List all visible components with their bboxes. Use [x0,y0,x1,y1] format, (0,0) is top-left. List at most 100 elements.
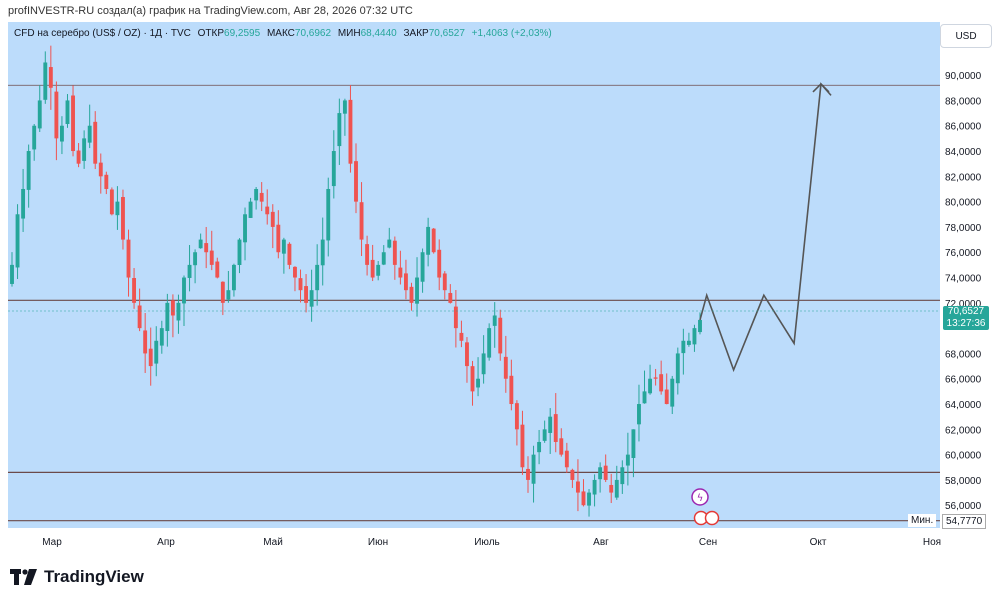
time-axis: Мар Апр Май Июн Июль Авг Сен Окт Ноя [42,537,941,548]
candle-body [476,378,481,388]
candle-body [365,244,370,265]
candle-body [65,100,70,124]
candle-body [248,201,253,218]
candle-body [98,162,103,177]
candle-body [109,189,114,215]
candle-body [542,429,547,441]
candle-body [170,300,175,316]
candle-body [581,491,586,506]
candle-body [182,277,186,304]
candle-body [564,450,569,468]
open-label: ОТКР [197,28,225,39]
candle-body [614,479,619,498]
candle-body [531,454,536,484]
candle-body [15,214,20,268]
candle-body [381,252,386,265]
event-icons[interactable]: ϟ [691,488,720,526]
lightning-event-icon[interactable] [691,488,709,506]
plot-background [8,22,940,528]
high-value: 70,6962 [294,28,332,39]
candle-body [453,306,458,329]
price-tick-label: 90,0000 [945,71,982,82]
candle-body [603,465,608,480]
time-tick-label: Май [263,537,283,548]
candle-body [287,243,292,265]
candle-body [659,374,664,392]
forecast-arrowhead [812,82,830,93]
candle-body [481,353,486,375]
candle-body [270,211,275,227]
candle-body [231,264,236,291]
candle-body [115,201,120,216]
candle-body [331,151,336,187]
candle-body [387,239,392,248]
candle-body [226,290,231,300]
candle-body [409,286,414,303]
time-tick-label: Сен [699,537,717,548]
candle-body [420,252,425,282]
candle-body [648,378,653,394]
candle-body [426,226,431,255]
candle-body [259,192,264,202]
close-label: ЗАКР [403,28,429,39]
price-tick-label: 84,0000 [945,147,982,158]
candle-body [553,414,558,442]
price-tick-label: 62,0000 [945,425,982,436]
candle-body [76,150,81,164]
change-value: +1,4063 (+2,03%) [471,28,552,39]
candle-body [215,261,220,278]
candle-body [342,100,347,114]
candle-body [176,302,181,321]
candle-body [642,391,647,404]
min-value: 54,7770 [942,514,987,529]
candle-body [21,188,26,219]
candle-body [87,125,92,143]
candle-body [459,332,464,341]
candle-body [392,240,397,265]
candle-body [570,469,575,480]
price-tick-label: 78,0000 [945,223,982,234]
time-tick-label: Июль [474,537,500,548]
candle-body [403,273,408,291]
candle-body [670,378,675,407]
candle-body [154,340,159,364]
currency-button[interactable]: USD [940,24,992,48]
candle-body [315,264,320,291]
lightning-glyph: ϟ [697,493,704,504]
price-tick-label: 72,0000 [945,299,982,310]
time-tick-label: Апр [157,537,175,548]
candle-body [537,441,542,453]
candle-body [309,290,314,307]
time-tick-label: Июн [368,537,388,548]
candle-body [326,188,331,241]
us-flag-event-icon-2[interactable] [704,510,720,526]
candle-body [26,151,31,190]
candle-body [265,206,270,215]
horizontal-levels [8,84,940,522]
tradingview-logo[interactable]: TradingView [10,565,144,589]
price-tick-label: 64,0000 [945,400,982,411]
candle-body [526,468,530,480]
candle-body [254,188,259,201]
candle-body [675,353,680,384]
candle-body [159,328,164,346]
candle-body [637,404,641,425]
price-tick-label: 88,0000 [945,96,982,107]
time-tick-label: Ноя [923,537,941,548]
candle-body [132,278,137,303]
candle-body [698,319,702,333]
candle-body [359,202,364,240]
candle-body [298,278,303,291]
candle-body [620,467,625,485]
candle-body [198,239,203,249]
candle-body [304,286,309,303]
forecast-path [699,82,832,373]
candle-body [520,424,525,468]
open-value: 69,2595 [224,28,261,39]
candle-body [59,125,64,142]
candle-body [487,328,492,358]
candle-body [220,281,225,303]
candle-body [187,264,192,278]
price-tick-label: 74,0000 [945,274,982,285]
